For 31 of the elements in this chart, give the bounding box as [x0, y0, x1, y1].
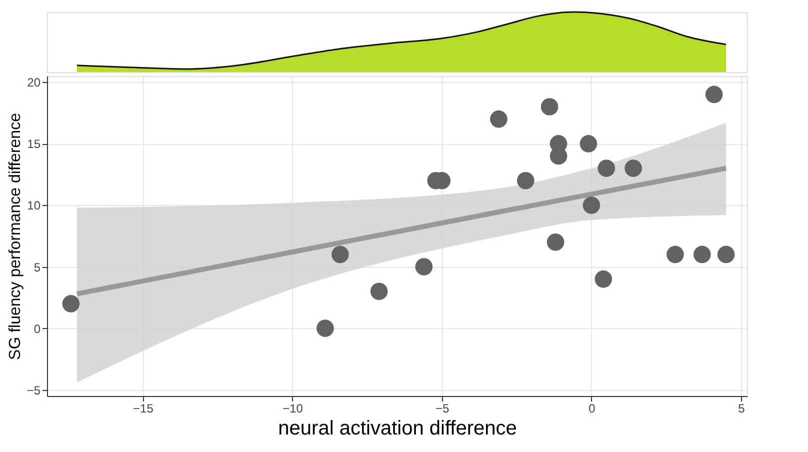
y-tick-label: 20 [27, 76, 41, 90]
point [332, 246, 349, 264]
point [582, 196, 600, 214]
x-tick-label: 0 [588, 402, 596, 416]
point [717, 246, 735, 264]
point [598, 160, 616, 177]
point [580, 135, 598, 152]
y-tick-label: 10 [27, 198, 41, 213]
x-axis-title: neural activation difference [278, 418, 517, 440]
point [316, 320, 334, 337]
point [62, 295, 80, 312]
y-axis-title: SG fluency performance difference [6, 112, 24, 360]
x-tick-label: 5 [738, 402, 746, 416]
point [490, 110, 508, 128]
point [666, 246, 684, 264]
point [705, 86, 723, 104]
y-tick-label: 5 [34, 260, 41, 274]
point [624, 160, 642, 177]
point [415, 258, 433, 276]
point [546, 234, 564, 251]
y-tick-label: −5 [26, 383, 41, 398]
x-tick-label: −15 [133, 402, 154, 416]
point [693, 246, 711, 264]
x-tick-label: −10 [282, 402, 304, 416]
y-tick-label: 0 [34, 322, 41, 336]
x-tick-label: −5 [436, 402, 450, 416]
point [594, 270, 612, 288]
point [540, 98, 558, 116]
point [516, 172, 534, 190]
y-tick-label: 15 [27, 137, 41, 152]
point [370, 282, 388, 300]
